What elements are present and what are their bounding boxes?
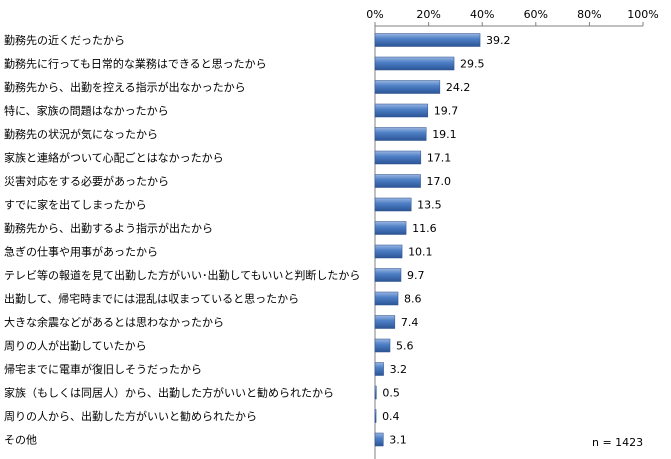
data-label: 5.6 <box>396 340 414 353</box>
data-label: 0.5 <box>382 387 400 400</box>
x-tick-label: 40% <box>470 8 494 21</box>
category-label: 周りの人から、出勤した方がいいと勧められたから <box>4 409 257 423</box>
bar <box>374 409 377 423</box>
bar <box>374 432 384 447</box>
category-label: 周りの人が出勤していたから <box>4 339 147 353</box>
bar <box>374 385 377 400</box>
category-label: 災害対応をする必要があったから <box>4 174 169 188</box>
bar <box>374 174 421 188</box>
data-label: 39.2 <box>486 34 511 47</box>
x-tick-label: 100% <box>627 8 658 21</box>
x-tick-label: 60% <box>524 8 548 21</box>
data-label: 8.6 <box>404 293 422 306</box>
bar <box>374 197 412 212</box>
bar <box>374 33 481 47</box>
data-label: 7.4 <box>401 316 419 329</box>
category-label: 出勤して、帰宅時までには混乱は収まっていると思ったから <box>4 292 299 306</box>
bar <box>374 103 429 118</box>
category-label: 大きな余震などがあるとは思わなかったから <box>4 315 224 329</box>
data-label: 19.7 <box>434 105 459 118</box>
category-label: 勤務先から、出勤するよう指示が出たから <box>4 221 213 235</box>
category-label: 急ぎの仕事や用事があったから <box>4 245 158 259</box>
bar <box>374 268 402 282</box>
data-label: 17.1 <box>427 152 452 165</box>
category-label: 勤務先に行っても日常的な業務はできると思ったから <box>4 57 267 71</box>
data-label: 19.1 <box>432 128 457 141</box>
value-labels: 39.229.5 24.2 19.7 19.1 17.1 17.0 13.5 11.6 10.1… <box>382 34 510 447</box>
category-labels: 勤務先の近くだったから勤務先に行っても日常的な業務はできると思ったから勤務先から… <box>4 33 360 447</box>
bar <box>374 244 403 259</box>
sample-size-note: n = 1423 <box>592 436 643 449</box>
category-label: テレビ等の報道を見て出勤した方がいい･出勤してもいいと判断したから <box>4 268 360 282</box>
bar <box>374 338 391 353</box>
bar <box>374 150 422 165</box>
category-label: 帰宅までに電車が復旧しそうだったから <box>4 362 202 376</box>
bar <box>374 291 399 306</box>
x-tick-label: 80% <box>577 8 601 21</box>
category-label: 勤務先の状況が気になったから <box>4 127 158 141</box>
bar <box>374 80 441 94</box>
category-label: 勤務先の近くだったから <box>4 33 125 47</box>
bar <box>374 127 427 141</box>
bars <box>374 33 481 447</box>
category-label: 勤務先から、出勤を控える指示が出なかったから <box>4 80 246 94</box>
x-tick-label: 20% <box>416 8 440 21</box>
data-label: 13.5 <box>417 199 442 212</box>
data-label: 11.6 <box>412 222 437 235</box>
data-label: 3.1 <box>389 434 407 447</box>
data-label: 29.5 <box>460 58 485 71</box>
x-axis-ticks: 0% 20% 40% 60% 80% 100% <box>366 8 659 26</box>
data-label: 3.2 <box>390 363 408 376</box>
bar <box>374 221 407 235</box>
category-label: 特に、家族の問題はなかったから <box>4 104 169 118</box>
bar <box>374 315 396 329</box>
data-label: 9.7 <box>407 269 425 282</box>
bar <box>374 56 455 71</box>
data-label: 0.4 <box>382 410 400 423</box>
data-label: 17.0 <box>427 175 452 188</box>
data-label: 24.2 <box>446 81 471 94</box>
x-tick-label: 0% <box>366 8 383 21</box>
category-label: 家族（もしくは同居人）から、出勤した方がいいと勧められたから <box>4 386 334 400</box>
category-label: すでに家を出てしまったから <box>4 198 147 212</box>
category-label: 家族と連絡がついて心配ごとはなかったから <box>4 151 224 165</box>
category-label: その他 <box>4 434 37 447</box>
bar <box>374 362 384 376</box>
data-label: 10.1 <box>408 246 433 259</box>
